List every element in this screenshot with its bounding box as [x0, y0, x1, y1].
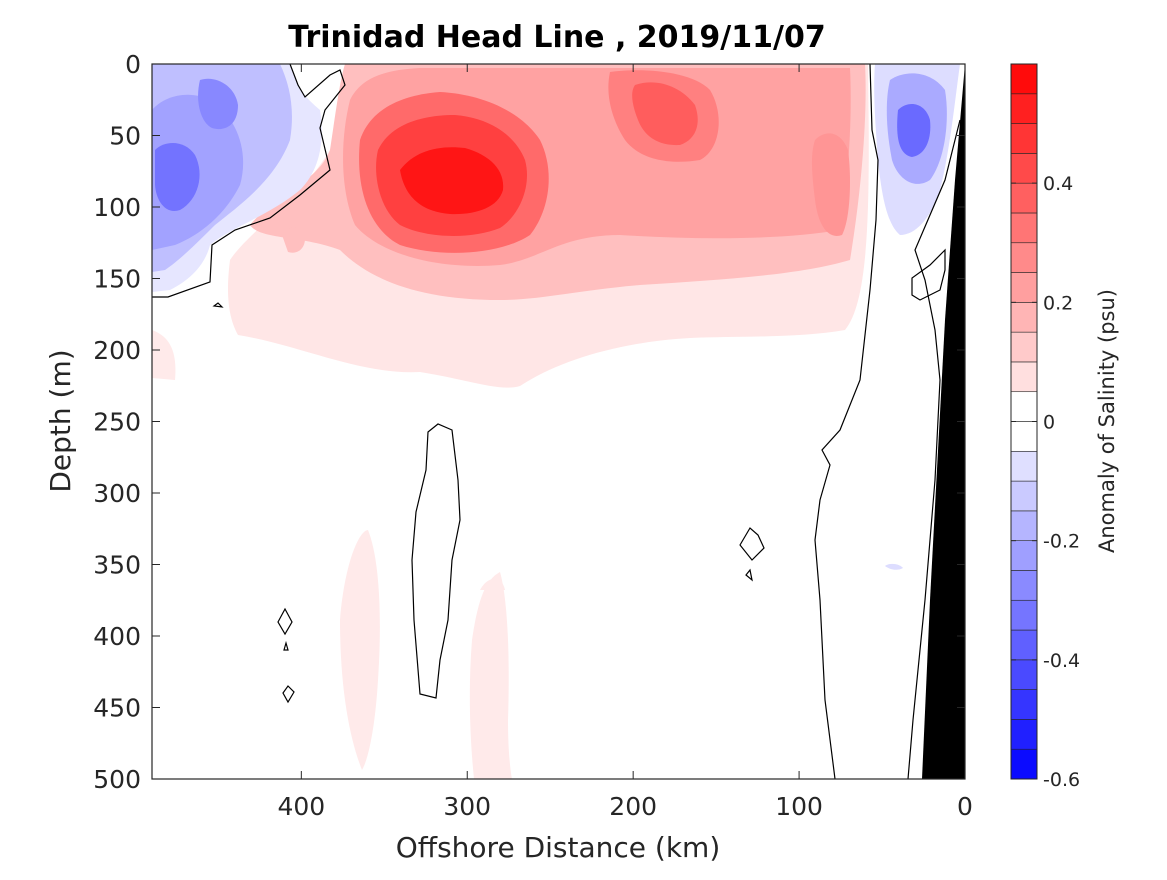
zero-contour-small-6: [283, 640, 289, 651]
zero-contour-offshore: [152, 64, 346, 298]
colorbar-tick-label: 0.2: [1043, 292, 1073, 314]
zero-contour-small-5: [212, 302, 224, 308]
chart-title: Trinidad Head Line , 2019/11/07: [288, 20, 825, 55]
y-tick-label: 300: [93, 479, 141, 508]
y-tick-label: 500: [93, 765, 141, 794]
anomaly-negative-upper: [198, 78, 238, 130]
anomaly-negative-small: [885, 563, 903, 570]
anomaly-negative-offshore-core: [155, 143, 200, 211]
colorbar-swatch: [1010, 302, 1038, 333]
colorbar-swatch: [1010, 123, 1038, 154]
anomaly-positive-patch-west: [152, 330, 176, 380]
y-tick-label: 0: [125, 50, 141, 79]
x-axis-label: Offshore Distance (km): [396, 831, 721, 864]
y-tick-label: 200: [93, 336, 141, 365]
colorbar-swatch: [1010, 421, 1038, 452]
zero-contour-deep-column: [411, 423, 461, 699]
zero-contour-nearshore: [814, 64, 879, 779]
x-axis-ticks: 400 300 200 100 0: [277, 64, 973, 821]
colorbar-swatch: [1010, 153, 1038, 184]
colorbar-swatch: [1010, 272, 1038, 303]
y-tick-label: 250: [93, 408, 141, 437]
y-axis-label: Depth (m): [44, 349, 77, 492]
colorbar-swatch: [1010, 391, 1038, 422]
colorbar-swatch: [1010, 540, 1038, 571]
seafloor-shelf: [922, 64, 965, 779]
y-tick-label: 150: [93, 265, 141, 294]
colorbar-swatch: [1010, 361, 1038, 393]
colorbar-tick-label: -0.2: [1043, 531, 1080, 553]
y-tick-label: 450: [93, 694, 141, 723]
colorbar-swatch: [1010, 719, 1038, 750]
colorbar-ticks: 0.4 0.2 0 -0.2 -0.4 -0.6: [1011, 173, 1080, 791]
anomaly-positive-core-center: [400, 147, 504, 215]
x-tick-label: 200: [609, 792, 657, 821]
y-axis-ticks: 0 50 100 150 200 250 300 350 400 450 500: [93, 50, 965, 794]
anomaly-positive-upper-core: [632, 82, 698, 146]
anomaly-positive-nearshore: [811, 133, 850, 236]
anomaly-negative-coastal-core: [897, 104, 931, 157]
colorbar: 0.4 0.2 0 -0.2 -0.4 -0.6 Anomaly of Salinity …: [1010, 63, 1119, 791]
plot-area: [151, 63, 966, 780]
colorbar-swatch: [1010, 510, 1038, 541]
colorbar-tick-label: -0.4: [1043, 650, 1080, 672]
x-tick-label: 0: [957, 792, 973, 821]
colorbar-swatch: [1010, 212, 1038, 244]
colorbar-label: Anomaly of Salinity (psu): [1095, 289, 1119, 553]
colorbar-tick-label: -0.6: [1043, 769, 1080, 791]
colorbar-swatch: [1010, 242, 1038, 273]
colorbar-swatch: [1010, 599, 1038, 631]
x-tick-label: 300: [443, 792, 491, 821]
zero-contour-coastal-inner: [911, 248, 946, 301]
colorbar-swatch: [1010, 480, 1038, 512]
colorbar-swatch: [1010, 450, 1038, 482]
anomaly-field: [152, 64, 960, 779]
colorbar-swatch: [1010, 570, 1038, 601]
anomaly-positive-deep-cap: [480, 578, 505, 590]
colorbar-swatch: [1010, 748, 1038, 780]
colorbar-tick-label: 0.4: [1043, 173, 1073, 195]
colorbar-swatch: [1010, 63, 1038, 95]
x-tick-label: 100: [775, 792, 823, 821]
zero-contour-coastal: [907, 119, 961, 779]
x-tick-label: 400: [277, 792, 325, 821]
y-tick-label: 400: [93, 622, 141, 651]
colorbar-swatch: [1010, 331, 1038, 363]
zero-contour-small-2: [745, 568, 753, 582]
y-tick-label: 350: [93, 551, 141, 580]
colorbar-swatch: [1010, 689, 1038, 720]
zero-contour-lines: [152, 64, 961, 779]
colorbar-tick-label: 0: [1043, 412, 1055, 434]
zero-contour-small-1: [739, 527, 765, 561]
colorbar-swatch: [1010, 93, 1038, 124]
colorbar-swatch: [1010, 629, 1038, 661]
zero-contour-small-4: [282, 685, 295, 704]
y-tick-label: 50: [109, 122, 141, 151]
y-tick-label: 100: [93, 193, 141, 222]
colorbar-swatch: [1010, 182, 1038, 214]
anomaly-positive-deep-column: [340, 530, 380, 770]
zero-contour-small-3: [277, 607, 293, 636]
anomaly-positive-small: [282, 227, 306, 253]
colorbar-swatch: [1010, 659, 1038, 690]
anomaly-positive-deep-column-2: [469, 572, 512, 779]
